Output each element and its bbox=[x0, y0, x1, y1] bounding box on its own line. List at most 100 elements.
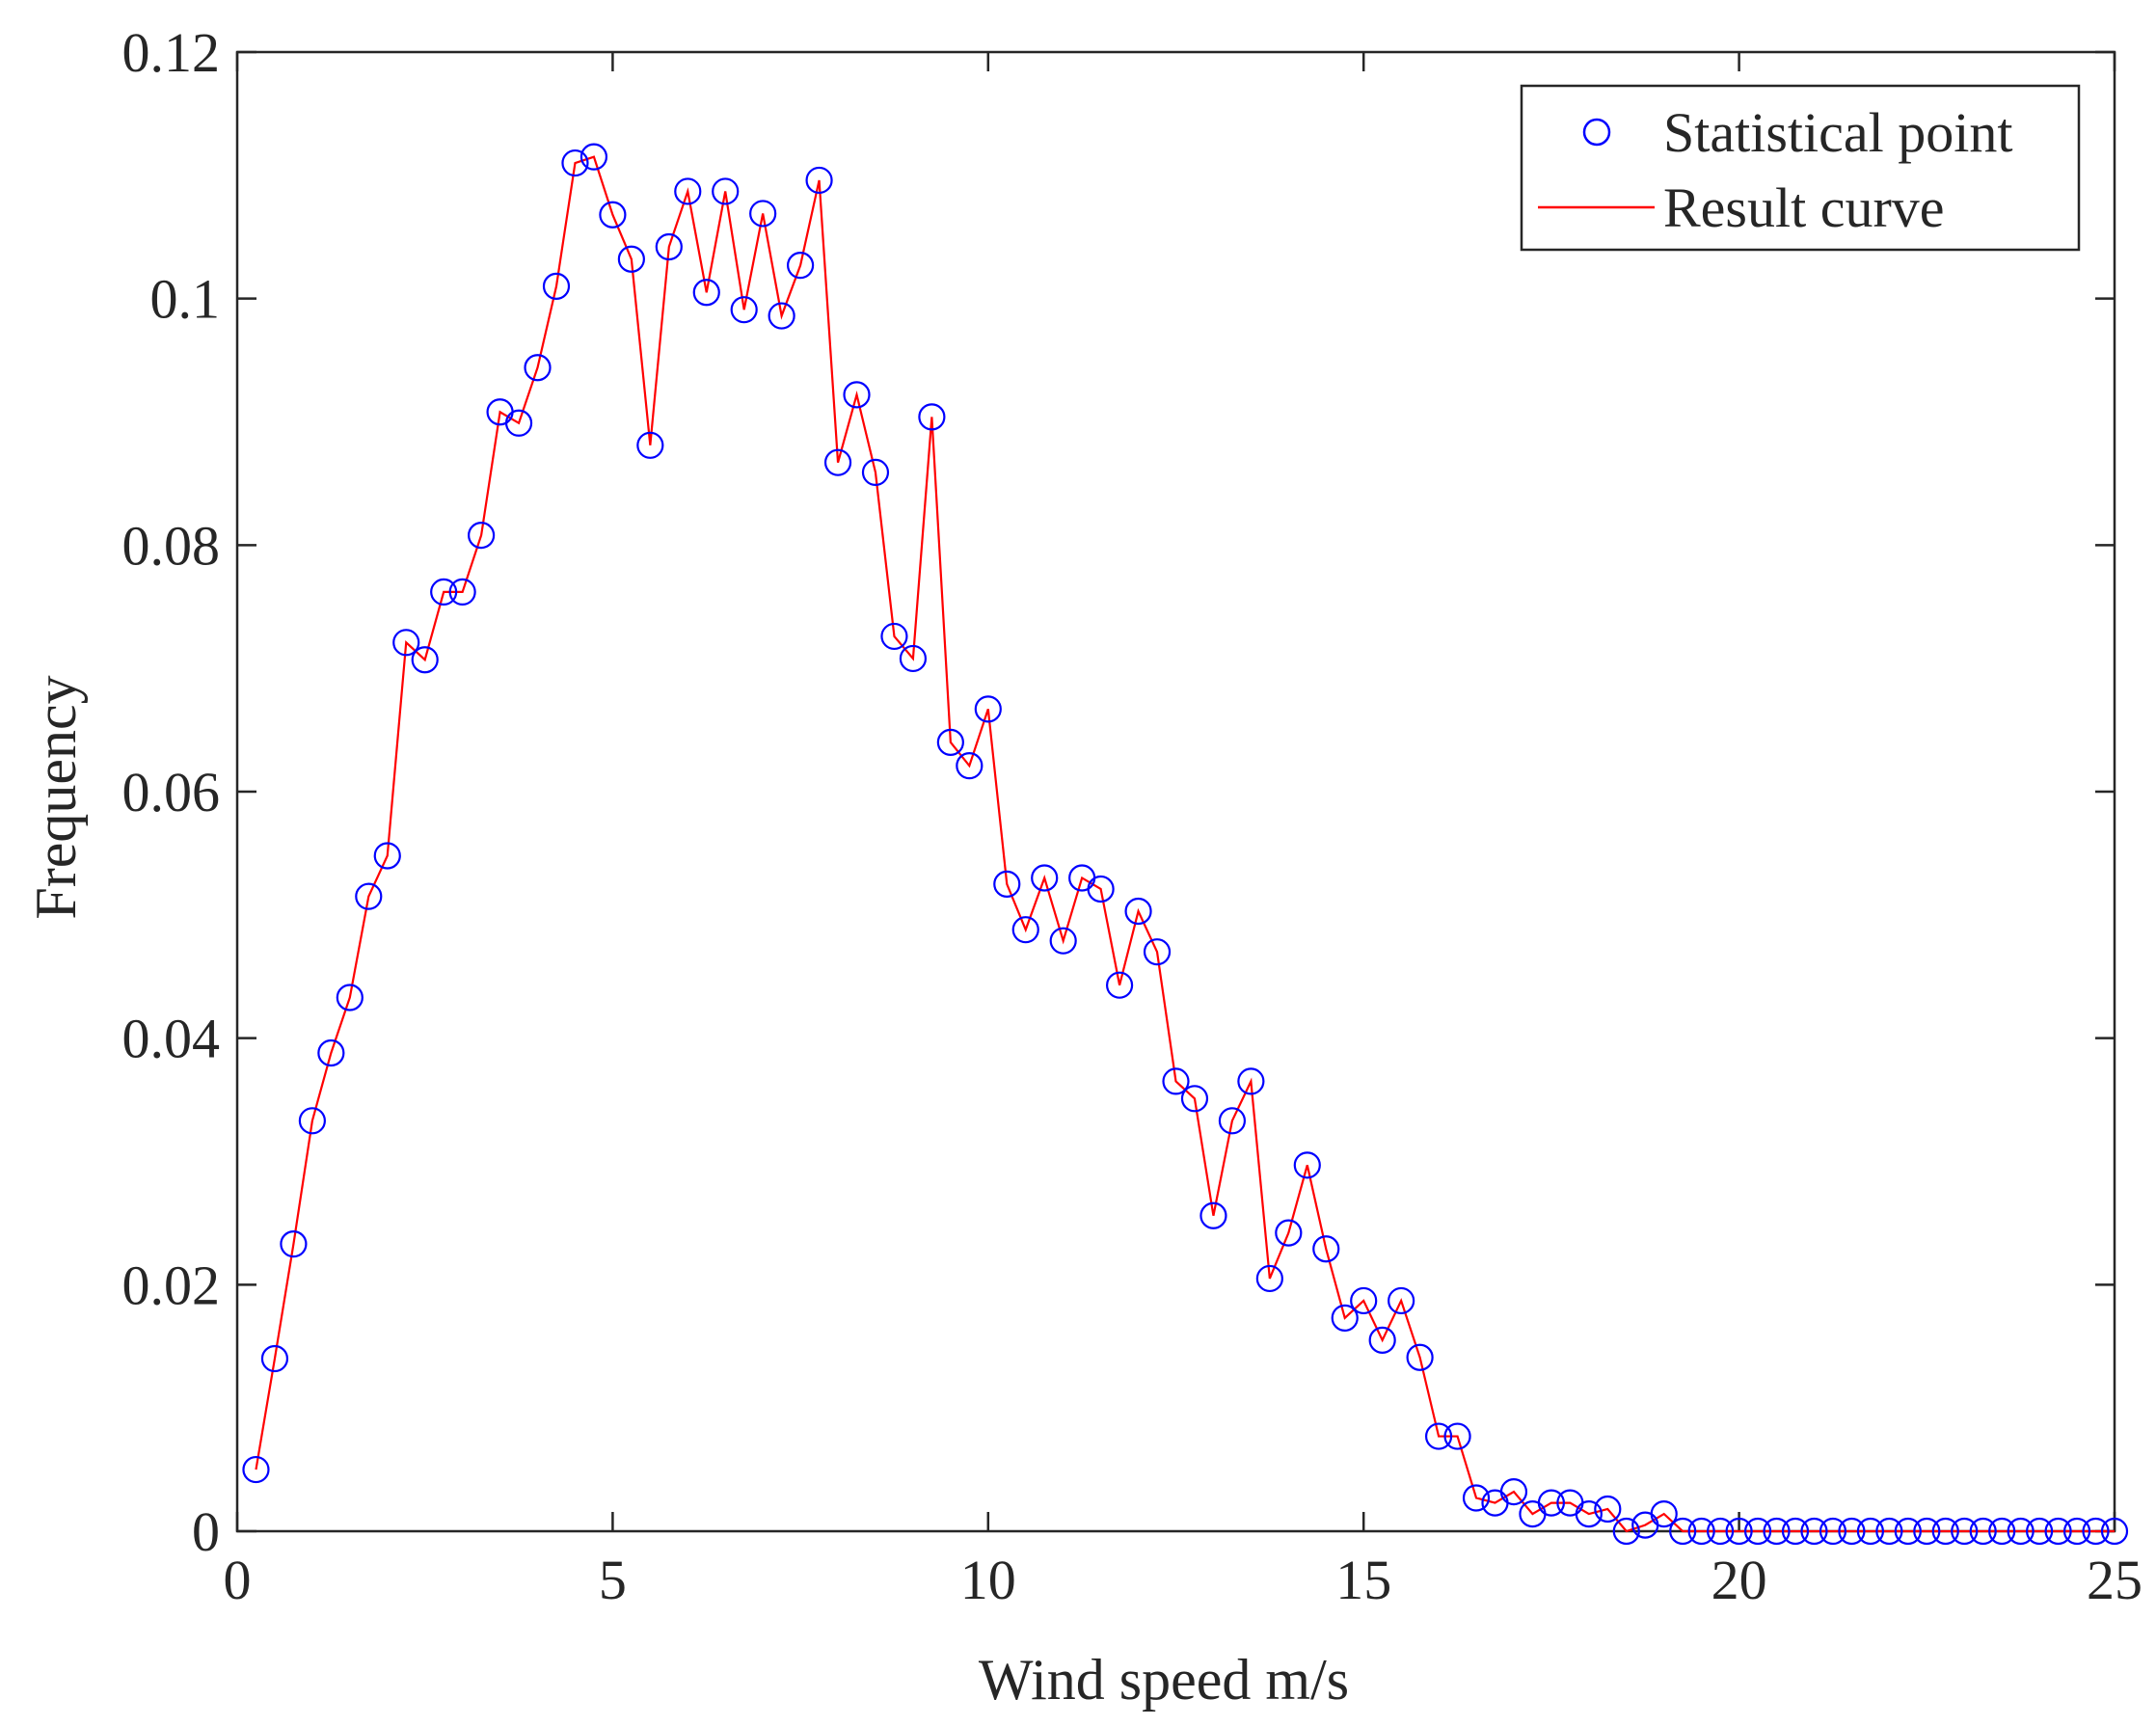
statistical-point-marker bbox=[1669, 1517, 1697, 1546]
statistical-point-marker bbox=[1443, 1422, 1471, 1450]
y-axis-ticks: 0 0.02 0.04 0.06 0.08 0.1 0.12 bbox=[122, 21, 2115, 1563]
statistical-point-marker bbox=[1275, 1219, 1303, 1247]
statistical-point-marker bbox=[1124, 897, 1152, 926]
statistical-point-marker bbox=[712, 177, 740, 205]
statistical-point-marker bbox=[843, 381, 871, 409]
statistical-point-marker bbox=[786, 252, 815, 280]
statistical-point-marker bbox=[1838, 1517, 1866, 1546]
statistical-point-marker bbox=[411, 646, 439, 674]
x-tick-label: 20 bbox=[1711, 1549, 1767, 1611]
statistical-point-marker bbox=[1725, 1517, 1753, 1546]
statistical-point-marker bbox=[1594, 1495, 1622, 1524]
statistical-point-marker bbox=[561, 148, 589, 177]
statistical-point-marker bbox=[542, 272, 571, 300]
statistical-point-marker bbox=[242, 1455, 270, 1484]
statistical-point-marker bbox=[504, 409, 533, 437]
y-tick-label: 0 bbox=[192, 1500, 220, 1563]
statistical-point-marker bbox=[599, 201, 627, 229]
statistical-point-marker bbox=[373, 842, 401, 870]
statistical-point-marker bbox=[1499, 1477, 1528, 1506]
statistical-point-marker bbox=[1650, 1499, 1678, 1528]
statistical-point-marker bbox=[1687, 1517, 1715, 1546]
statistical-point-marker bbox=[336, 984, 364, 1011]
legend-label-statistical-point: Statistical point bbox=[1663, 101, 2012, 164]
statistical-point-marker bbox=[1312, 1235, 1340, 1263]
statistical-point-marker bbox=[655, 232, 683, 261]
y-tick-label: 0.12 bbox=[122, 21, 221, 84]
statistical-point-marker bbox=[617, 245, 645, 273]
statistical-point-marker bbox=[974, 695, 1002, 723]
statistical-point-marker bbox=[805, 166, 833, 195]
statistical-point-marker bbox=[2062, 1517, 2091, 1546]
statistical-point-marker bbox=[1969, 1517, 1997, 1546]
legend-label-result-curve: Result curve bbox=[1663, 176, 1945, 239]
statistical-point-marker bbox=[1931, 1517, 1959, 1546]
statistical-point-marker bbox=[730, 296, 758, 324]
statistical-point-marker bbox=[1913, 1517, 1941, 1546]
statistical-point-marker bbox=[1763, 1517, 1791, 1546]
y-tick-label: 0.06 bbox=[122, 761, 221, 823]
statistical-point-marker bbox=[1218, 1107, 1247, 1135]
statistical-point-marker bbox=[579, 143, 608, 171]
statistical-point-marker bbox=[1105, 971, 1134, 999]
statistical-point-marker bbox=[355, 882, 383, 910]
statistical-point-marker bbox=[1781, 1517, 1810, 1546]
statistical-point-marker bbox=[430, 578, 458, 607]
statistical-point-marker bbox=[1424, 1422, 1453, 1450]
statistical-point-marker bbox=[918, 403, 946, 431]
x-tick-label: 15 bbox=[1335, 1549, 1391, 1611]
statistical-point-marker bbox=[1162, 1067, 1190, 1095]
statistical-point-marker bbox=[674, 177, 702, 205]
statistical-point-marker bbox=[1743, 1517, 1772, 1546]
y-tick-label: 0.02 bbox=[122, 1254, 221, 1316]
y-tick-label: 0.1 bbox=[150, 268, 221, 331]
statistical-point-marker bbox=[1087, 875, 1115, 903]
statistical-point-marker bbox=[392, 629, 420, 657]
legend-box bbox=[1520, 84, 2081, 252]
legend: Statistical point Result curve bbox=[1520, 84, 2081, 252]
statistical-point-marker bbox=[993, 870, 1021, 898]
x-tick-label: 10 bbox=[960, 1549, 1016, 1611]
statistical-point-marker bbox=[280, 1230, 308, 1258]
statistical-point-marker bbox=[1388, 1286, 1415, 1315]
statistical-point-marker bbox=[1575, 1499, 1603, 1528]
statistical-point-marker bbox=[1255, 1264, 1283, 1293]
statistical-point-marker bbox=[1894, 1517, 1922, 1546]
statistical-point-marker bbox=[2100, 1517, 2129, 1546]
statistical-point-marker bbox=[448, 578, 476, 607]
statistical-point-marker bbox=[1988, 1517, 2016, 1546]
statistical-point-marker bbox=[861, 458, 890, 487]
statistical-point-marker bbox=[468, 522, 496, 550]
y-axis-label: Frequency bbox=[24, 675, 88, 919]
statistical-point-marker bbox=[260, 1344, 289, 1373]
statistical-point-marker bbox=[524, 354, 552, 382]
legend-marker-statistical-point bbox=[1582, 118, 1611, 147]
statistical-point-marker bbox=[2044, 1517, 2072, 1546]
statistical-point-marker bbox=[636, 431, 664, 459]
plot-series bbox=[242, 143, 2129, 1546]
statistical-point-marker bbox=[936, 728, 964, 756]
statistical-point-marker bbox=[899, 644, 928, 673]
statistical-point-marker bbox=[1180, 1085, 1209, 1113]
y-tick-label: 0.04 bbox=[122, 1008, 221, 1070]
statistical-point-marker bbox=[1049, 927, 1077, 955]
statistical-point-marker bbox=[2082, 1517, 2110, 1546]
statistical-point-marker bbox=[1800, 1517, 1828, 1546]
statistical-point-marker bbox=[692, 279, 720, 307]
statistical-point-marker bbox=[1143, 938, 1172, 966]
statistical-point-marker bbox=[2007, 1517, 2035, 1546]
statistical-point-marker bbox=[880, 622, 908, 651]
statistical-point-marker bbox=[298, 1107, 326, 1135]
x-axis-label: Wind speed m/s bbox=[979, 1648, 1349, 1712]
statistical-point-marker bbox=[1856, 1517, 1884, 1546]
statistical-point-marker bbox=[1462, 1484, 1491, 1512]
statistical-point-marker bbox=[1031, 864, 1059, 892]
statistical-point-marker bbox=[1011, 916, 1039, 944]
statistical-point-marker bbox=[2026, 1517, 2054, 1546]
statistical-point-marker bbox=[1293, 1151, 1321, 1179]
x-tick-label: 25 bbox=[2087, 1549, 2143, 1611]
x-axis-ticks: 0 5 10 15 20 25 bbox=[224, 52, 2143, 1611]
statistical-point-marker bbox=[956, 752, 984, 780]
